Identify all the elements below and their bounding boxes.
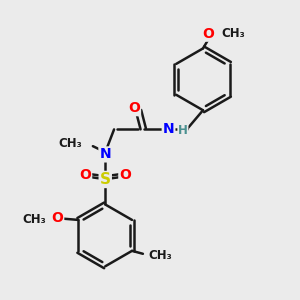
Text: O: O (119, 168, 131, 182)
Text: CH₃: CH₃ (22, 212, 46, 226)
Text: N: N (163, 122, 174, 136)
Text: O: O (79, 168, 91, 182)
Text: S: S (100, 172, 111, 187)
Text: N: N (99, 147, 111, 161)
Text: CH₃: CH₃ (59, 137, 82, 150)
Text: O: O (51, 212, 63, 226)
Text: O: O (128, 101, 140, 115)
Text: O: O (202, 27, 214, 41)
Text: H: H (178, 124, 188, 137)
Text: CH₃: CH₃ (148, 249, 172, 262)
Text: CH₃: CH₃ (221, 27, 245, 40)
